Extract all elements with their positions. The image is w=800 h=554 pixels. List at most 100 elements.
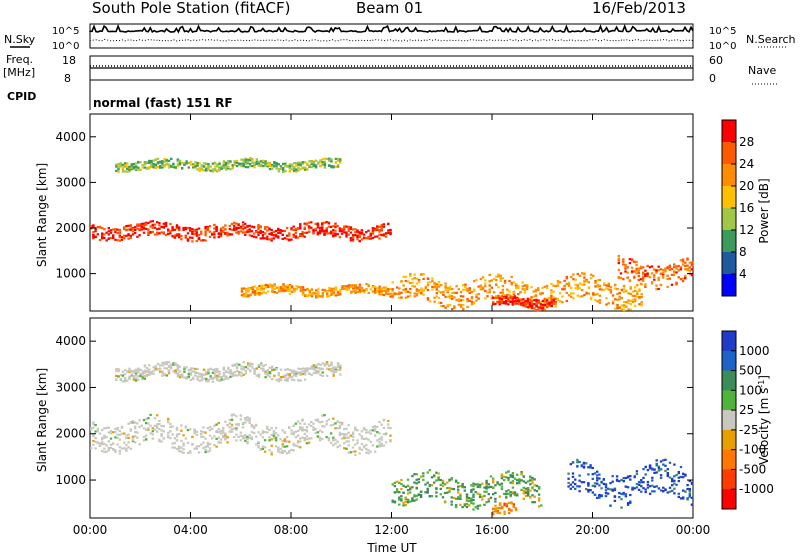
heatmap-cell <box>378 285 381 288</box>
heatmap-cell <box>371 444 375 447</box>
heatmap-cell <box>572 278 575 281</box>
heatmap-cell <box>283 438 287 441</box>
heatmap-cell <box>393 500 397 503</box>
heatmap-cell <box>131 227 135 231</box>
heatmap-cell <box>288 165 291 168</box>
heatmap-cell <box>448 489 451 492</box>
heatmap-cell <box>132 371 136 374</box>
heatmap-cell <box>628 262 632 265</box>
heatmap-cell <box>288 451 291 454</box>
heatmap-cell <box>505 471 508 474</box>
heatmap-cell <box>576 284 579 287</box>
heatmap-cell <box>178 450 181 453</box>
heatmap-cell <box>537 485 541 489</box>
heatmap-cell <box>123 441 126 444</box>
heatmap-cell <box>603 282 606 285</box>
heatmap-cell <box>213 435 216 438</box>
heatmap-cell <box>161 372 164 375</box>
heatmap-cell <box>257 365 261 368</box>
heatmap-cell <box>167 421 170 424</box>
heatmap-cell <box>138 425 141 428</box>
heatmap-cell <box>250 234 254 238</box>
heatmap-cell <box>207 369 210 372</box>
heatmap-cell <box>242 162 245 165</box>
heatmap-cell <box>507 479 510 482</box>
heatmap-cell <box>310 365 313 368</box>
heatmap-cell <box>411 284 414 287</box>
heatmap-cell <box>594 293 597 296</box>
heatmap-cell <box>497 286 500 289</box>
heatmap-cell <box>275 291 279 294</box>
heatmap-cell <box>211 162 215 165</box>
heatmap-cell <box>192 163 195 166</box>
heatmap-cell <box>213 444 216 447</box>
heatmap-cell <box>312 364 316 367</box>
heatmap-cell <box>574 283 577 286</box>
heatmap-cell <box>303 222 306 225</box>
heatmap-cell <box>345 231 348 234</box>
heatmap-cell <box>301 234 304 237</box>
heatmap-cell <box>338 230 342 233</box>
heatmap-cell <box>286 164 289 167</box>
heatmap-cell <box>127 228 130 231</box>
heatmap-cell <box>285 234 289 237</box>
heatmap-cell <box>451 295 454 298</box>
heatmap-cell <box>653 490 656 493</box>
heatmap-cell <box>148 166 151 169</box>
colorbar-tick-label: 500 <box>739 364 762 378</box>
heatmap-cell <box>690 274 694 277</box>
heatmap-cell <box>233 224 236 227</box>
heatmap-cell <box>448 285 452 288</box>
heatmap-cell <box>255 423 258 426</box>
heatmap-cell <box>116 433 119 436</box>
heatmap-cell <box>533 501 536 504</box>
heatmap-cell <box>330 292 333 296</box>
heatmap-cell <box>633 304 637 307</box>
heatmap-cell <box>162 222 165 225</box>
heatmap-cell <box>620 304 624 307</box>
heatmap-cell <box>178 162 182 165</box>
heatmap-cell <box>219 441 223 444</box>
heatmap-cell <box>453 296 456 299</box>
heatmap-cell <box>321 162 324 165</box>
heatmap-cell <box>426 297 430 300</box>
heatmap-cell <box>336 445 339 449</box>
heatmap-cell <box>151 224 154 227</box>
heatmap-cell <box>321 420 324 423</box>
heatmap-cell <box>160 429 163 432</box>
heatmap-cell <box>360 430 364 433</box>
heatmap-cell <box>321 224 324 227</box>
heatmap-cell <box>635 264 638 267</box>
heatmap-cell <box>270 427 273 430</box>
heatmap-cell <box>109 429 113 433</box>
heatmap-cell <box>240 365 243 368</box>
heatmap-cell <box>307 225 311 228</box>
heatmap-cell <box>616 292 619 295</box>
heatmap-cell <box>271 163 274 167</box>
heatmap-cell <box>492 301 495 304</box>
heatmap-cell <box>406 280 410 283</box>
heatmap-cell <box>153 226 157 229</box>
heatmap-cell <box>261 436 265 439</box>
heatmap-cell <box>520 472 523 475</box>
heatmap-cell <box>633 487 636 490</box>
heatmap-cell <box>494 497 497 500</box>
heatmap-cell <box>241 231 245 234</box>
heatmap-cell <box>205 168 208 171</box>
heatmap-cell <box>636 295 639 298</box>
heatmap-cell <box>267 285 270 289</box>
heatmap-cell <box>134 435 137 438</box>
heatmap-cell <box>272 430 276 433</box>
heatmap-cell <box>183 162 186 165</box>
heatmap-cell <box>498 300 501 303</box>
heatmap-cell <box>494 500 497 503</box>
heatmap-cell <box>376 289 379 293</box>
heatmap-cell <box>299 289 303 293</box>
heatmap-cell <box>227 371 230 374</box>
heatmap-cell <box>450 478 453 481</box>
heatmap-cell <box>176 163 179 166</box>
heatmap-cell <box>587 466 590 469</box>
heatmap-cell <box>149 413 152 416</box>
heatmap-cell <box>428 469 431 472</box>
heatmap-cell <box>470 490 473 494</box>
